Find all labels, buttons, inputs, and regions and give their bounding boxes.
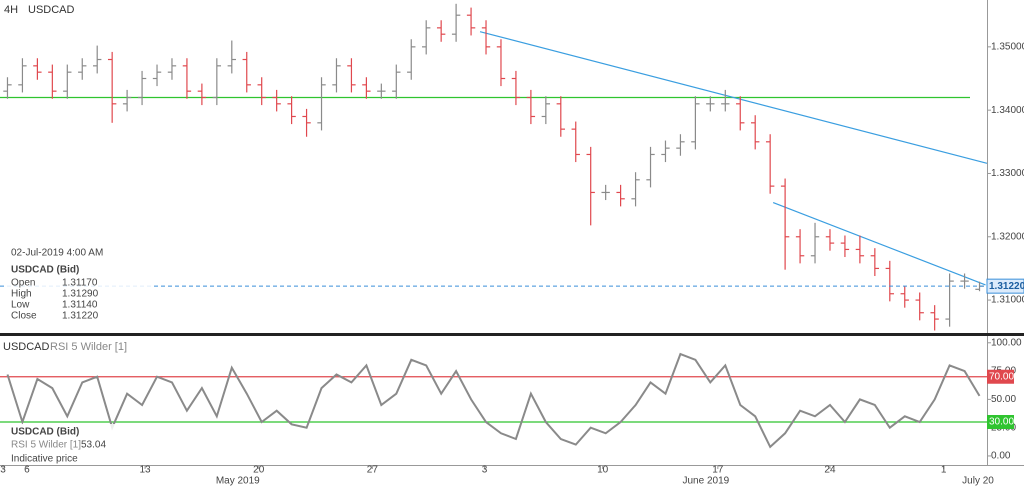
rsi-info-indicator: RSI 5 Wilder [1] (11, 440, 81, 451)
rsi-symbol: USDCAD (3, 341, 50, 353)
x-tick-label: 10 (597, 465, 609, 476)
x-tick-label: 13 (139, 465, 151, 476)
timeframe: 4H (4, 4, 18, 16)
x-tick-label: 3 (0, 465, 6, 476)
trend-line (479, 31, 988, 164)
x-tick-label: 6 (24, 465, 30, 476)
info-value: 1.31290 (62, 289, 99, 300)
x-tick-label: 17 (712, 465, 724, 476)
rsi-info-note: Indicative price (11, 454, 78, 465)
info-box-bg (6, 243, 152, 326)
level-label: 70.00 (989, 371, 1014, 382)
y-tick-label: 0.00 (991, 451, 1011, 462)
x-tick-label: 1 (941, 465, 947, 476)
info-box: 02-Jul-2019 4:00 AM USDCAD (Bid) Open 1.… (6, 243, 152, 326)
level-box (987, 369, 1014, 384)
rsi-info-instrument: USDCAD (Bid) (11, 427, 79, 438)
x-tick-label: 24 (824, 465, 836, 476)
x-tick-label: 27 (367, 465, 379, 476)
month-label: June 2019 (682, 476, 729, 486)
trend-line (772, 202, 986, 286)
rsi-line (6, 352, 981, 449)
rsi-title: RSI 5 Wilder [1] (50, 341, 127, 353)
plot-area: 1.31000 1.32000 1.33000 1.34000 1.35000 1.312… (0, 3, 1024, 486)
symbol: USDCAD (28, 4, 75, 16)
rsi-info-box: USDCAD (Bid) RSI 5 Wilder [1] 53.04 Indi… (6, 424, 128, 465)
y-tick-label: 1.34000 (991, 105, 1024, 116)
last-price-box (986, 278, 1024, 294)
y-tick-label: 50.00 (991, 394, 1016, 405)
month-label: July 20 (962, 476, 994, 486)
month-label: May 2019 (216, 476, 260, 486)
last-price-label: 1.31220 (989, 281, 1024, 292)
x-tick-label: 3 (482, 465, 488, 476)
info-instrument: USDCAD (Bid) (11, 265, 79, 276)
y-tick-label: 1.31000 (991, 295, 1024, 306)
rsi-info-bg (6, 424, 128, 465)
y-tick-label: 1.32000 (991, 231, 1024, 242)
info-label: Open (11, 278, 35, 289)
x-tick-label: 20 (253, 465, 265, 476)
rsi-info-value: 53.04 (81, 440, 106, 451)
info-value: 1.31140 (62, 300, 98, 311)
info-date: 02-Jul-2019 4:00 AM (11, 248, 103, 259)
y-tick-label: 1.33000 (991, 168, 1024, 179)
info-value: 1.31220 (62, 311, 99, 322)
info-label: High (11, 289, 32, 300)
level-label: 30.00 (989, 417, 1014, 428)
info-label: Close (11, 311, 37, 322)
level-box (987, 415, 1014, 429)
info-value: 1.31170 (62, 278, 98, 289)
info-label: Low (11, 300, 30, 311)
y-tick-label: 1.35000 (991, 41, 1024, 52)
y-tick-label: 100.00 (991, 337, 1022, 348)
